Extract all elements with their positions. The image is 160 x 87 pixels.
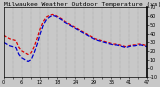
Text: Milwaukee Weather Outdoor Temperature (vs) Wind Chill (Last 24 Hours): Milwaukee Weather Outdoor Temperature (v… [4, 2, 160, 7]
